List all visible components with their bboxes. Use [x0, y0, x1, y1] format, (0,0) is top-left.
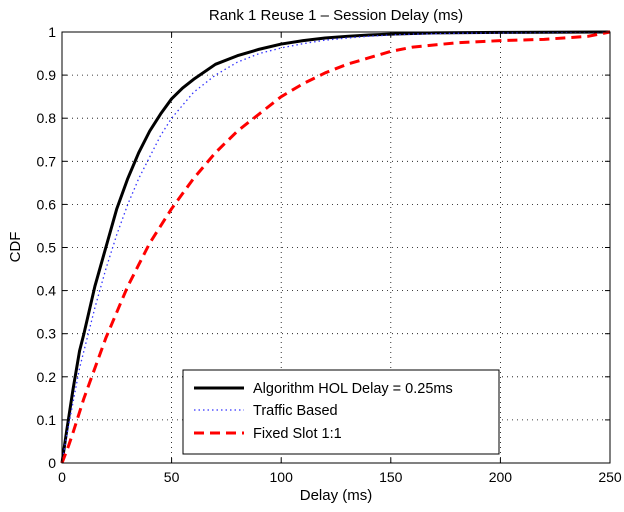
grid-lines	[62, 32, 610, 463]
y-tick-label-1: 1	[48, 24, 56, 40]
y-tick-label-0-7: 0.7	[37, 153, 57, 169]
axis-ticks	[61, 31, 611, 464]
x-tick-label-150: 150	[379, 469, 403, 485]
x-axis-label: Delay (ms)	[300, 487, 373, 504]
x-tick-label-50: 50	[164, 469, 180, 485]
legend-label-algorithm-hol: Algorithm HOL Delay = 0.25ms	[253, 381, 453, 397]
y-tick-label-0: 0	[48, 455, 56, 471]
x-tick-label-100: 100	[270, 469, 294, 485]
series-layer	[60, 30, 611, 464]
legend: Algorithm HOL Delay = 0.25ms Traffic Bas…	[182, 369, 500, 455]
y-tick-label-0-5: 0.5	[37, 240, 57, 256]
y-tick-label-0-9: 0.9	[37, 67, 57, 83]
series-line-algorithm-hol	[60, 30, 611, 464]
y-tick-label-0-3: 0.3	[37, 326, 57, 342]
legend-box	[182, 369, 500, 455]
x-tick-label-250: 250	[598, 469, 622, 485]
series-line-fixed-slot	[60, 30, 611, 464]
y-axis-label: CDF	[7, 232, 24, 263]
y-tick-label-0-1: 0.1	[37, 412, 57, 428]
x-tick-label-200: 200	[489, 469, 513, 485]
chart-title: Rank 1 Reuse 1 – Session Delay (ms)	[209, 7, 463, 24]
x-tick-labels: 0 50 100 150 200 250	[58, 469, 622, 485]
y-tick-label-0-4: 0.4	[37, 283, 57, 299]
y-tick-label-0-2: 0.2	[37, 369, 57, 385]
legend-label-traffic-based: Traffic Based	[253, 403, 338, 419]
legend-label-fixed-slot: Fixed Slot 1:1	[253, 426, 342, 442]
y-tick-labels: 0 0.1 0.2 0.3 0.4 0.5 0.6 0.7 0.8 0.9 1	[37, 24, 57, 471]
x-tick-label-0: 0	[58, 469, 66, 485]
y-tick-label-0-6: 0.6	[37, 196, 57, 212]
y-tick-label-0-8: 0.8	[37, 110, 57, 126]
